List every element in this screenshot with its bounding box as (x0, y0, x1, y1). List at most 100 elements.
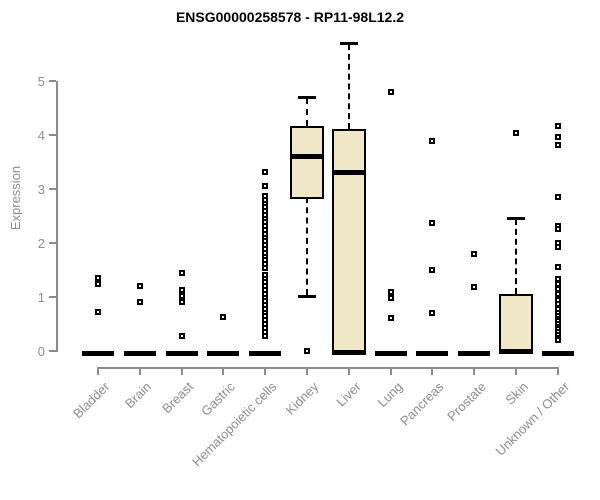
upper-whisker (515, 219, 517, 294)
outlier-point (554, 194, 561, 201)
y-axis-tick (49, 80, 56, 82)
upper-whisker (306, 98, 308, 126)
y-tick-label: 0 (37, 344, 45, 359)
outlier-point (95, 280, 101, 287)
x-axis-tick (138, 368, 141, 375)
outlier-point (554, 122, 561, 129)
collapsed-box-at-zero (416, 351, 449, 356)
median-line (290, 154, 324, 160)
x-axis-tick (556, 368, 559, 375)
outlier-point (554, 291, 561, 298)
x-axis-tick (97, 368, 99, 375)
outlier-point (554, 225, 561, 232)
x-axis-tick (347, 368, 350, 375)
outlier-point (554, 133, 561, 140)
outlier-point (178, 333, 185, 340)
x-axis-tick (180, 368, 183, 375)
outlier-point (178, 269, 185, 276)
x-axis-tick (389, 368, 392, 375)
x-tick-label: Skin (502, 379, 531, 408)
x-axis-tick (515, 368, 517, 375)
upper-whisker-cap (339, 42, 358, 46)
outlier-point (95, 308, 101, 315)
x-axis-tick (264, 368, 267, 375)
collapsed-box-at-zero (165, 351, 198, 356)
outlier-point (387, 295, 394, 302)
x-tick-label: Prostate (443, 379, 489, 424)
y-axis-tick (49, 188, 56, 190)
median-line (499, 348, 533, 354)
x-axis-tick (431, 368, 434, 375)
x-tick-label: Kidney (282, 379, 322, 418)
outlier-point (136, 299, 143, 306)
x-tick-label: Breast (159, 379, 197, 417)
collapsed-box-at-zero (123, 351, 156, 356)
collapsed-box-at-zero (541, 351, 574, 356)
y-tick-label: 3 (37, 182, 45, 197)
y-axis-tick (49, 296, 56, 298)
collapsed-box-at-zero (249, 351, 282, 356)
outlier-point (178, 286, 185, 293)
collapsed-box-at-zero (207, 351, 240, 356)
outlier-point (554, 337, 561, 344)
outlier-point (178, 299, 185, 306)
outlier-point (429, 220, 436, 227)
outlier-point (178, 293, 185, 300)
outlier-point (262, 332, 269, 339)
chart-title: ENSG00000258578 - RP11-98L12.2 (175, 9, 405, 25)
collapsed-box-at-zero (458, 351, 491, 356)
y-axis-line (56, 81, 58, 352)
x-tick-label: Brain (122, 379, 155, 412)
box (331, 129, 366, 353)
x-axis-tick (473, 368, 476, 375)
collapsed-box-at-zero (82, 351, 114, 356)
x-axis-line (97, 367, 559, 369)
outlier-point (554, 243, 561, 250)
outlier-point (136, 283, 143, 290)
outlier-point (95, 275, 101, 282)
y-tick-label: 4 (37, 128, 45, 143)
median-line (331, 170, 366, 176)
x-tick-label: Bladder (70, 379, 113, 422)
outlier-point (554, 263, 561, 270)
x-tick-label: Gastric (198, 379, 239, 419)
box-bottom-at-zero (331, 350, 366, 355)
outlier-point (429, 310, 436, 317)
x-tick-label: Lung (374, 379, 406, 411)
outlier-point (262, 264, 269, 271)
outlier-point (554, 285, 561, 292)
lower-whisker (306, 197, 308, 295)
y-tick-label: 1 (37, 290, 45, 305)
outlier-point (387, 89, 394, 96)
collapsed-box-at-zero (374, 351, 407, 356)
upper-whisker (347, 44, 350, 130)
outlier-point (554, 142, 561, 149)
outlier-point (429, 137, 436, 144)
x-tick-label: Pancreas (397, 379, 448, 429)
outlier-point (304, 348, 310, 354)
outlier-point (262, 168, 269, 175)
x-tick-label: Liver (332, 379, 364, 410)
y-axis-tick (49, 134, 56, 136)
outlier-point (387, 315, 394, 322)
outlier-point (220, 313, 227, 320)
outlier-point (471, 283, 478, 290)
outlier-point (262, 182, 269, 189)
y-axis-tick (49, 350, 56, 352)
lower-whisker-cap (298, 294, 316, 298)
x-axis-tick (222, 368, 225, 375)
outlier-point (387, 289, 394, 296)
box (499, 293, 533, 353)
y-axis-tick (49, 242, 56, 244)
x-axis-tick (306, 368, 308, 375)
outlier-point (513, 129, 519, 136)
outlier-point (429, 267, 436, 273)
x-tick-label: Unknown / Other (492, 379, 573, 459)
upper-whisker-cap (298, 96, 316, 100)
outlier-point (471, 250, 478, 257)
y-tick-label: 5 (37, 74, 45, 89)
box (290, 125, 324, 200)
y-tick-label: 2 (37, 236, 45, 251)
upper-whisker-cap (507, 217, 525, 221)
